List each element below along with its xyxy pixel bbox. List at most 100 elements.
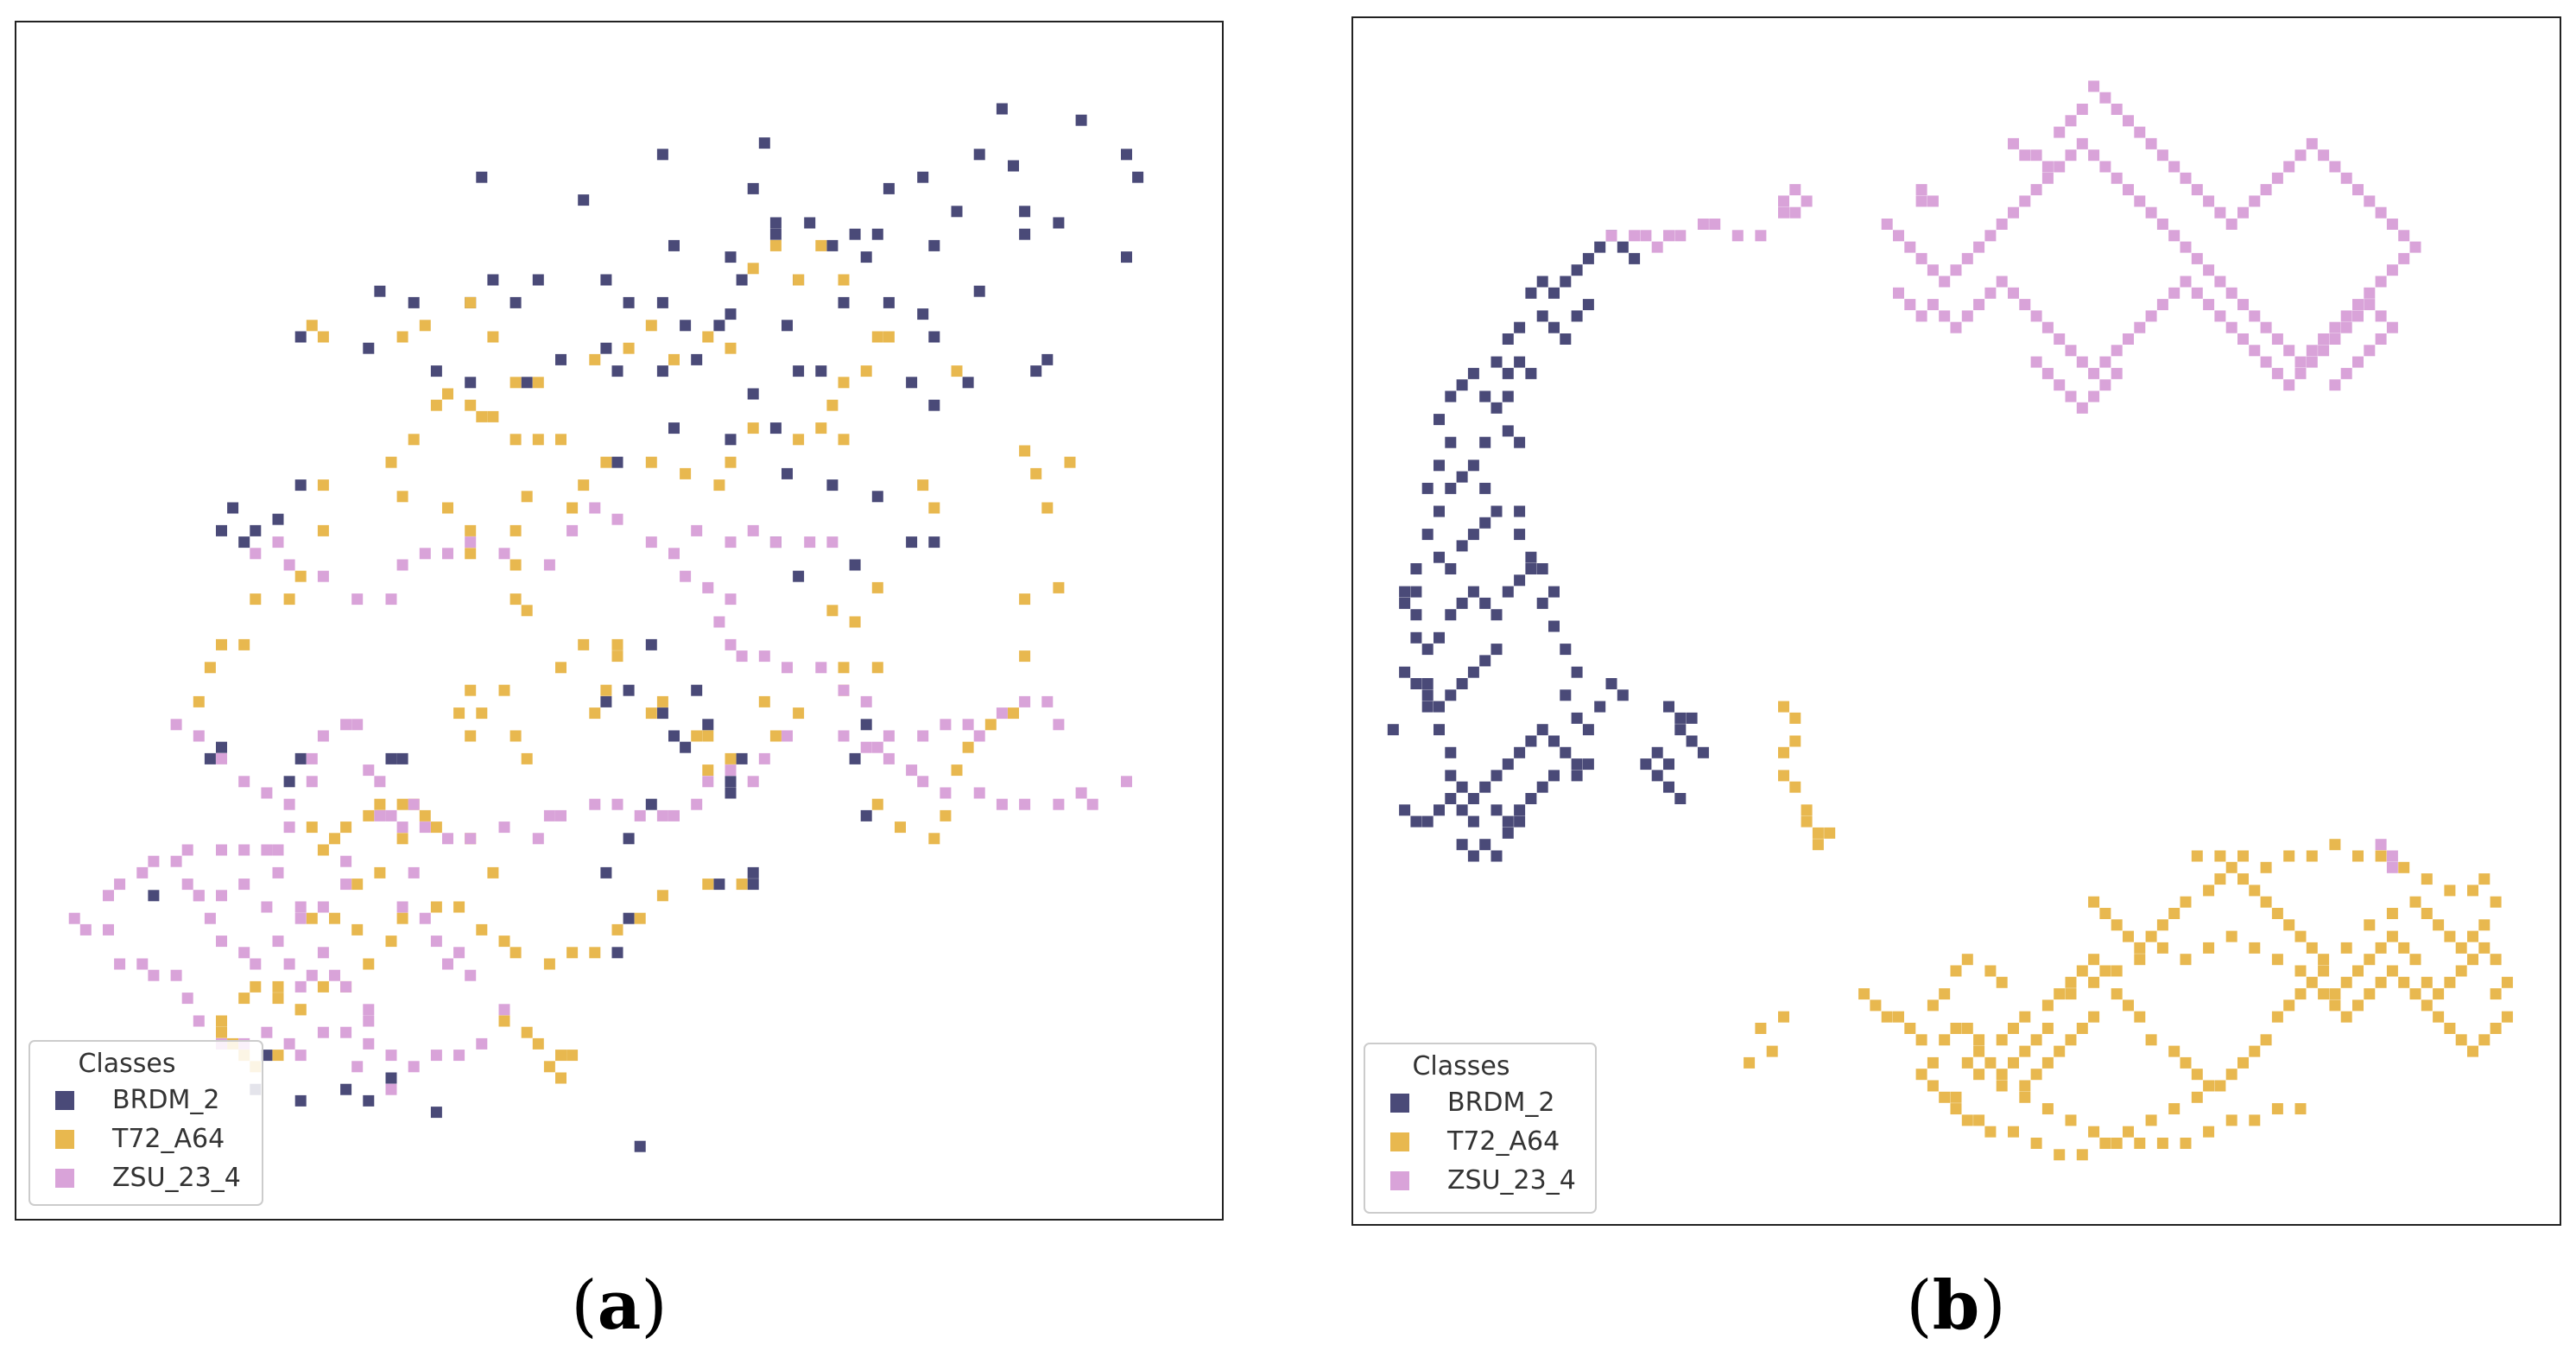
- point-a-zsu_23_4-80: [294, 901, 307, 913]
- point-a-zsu_23_4-124: [351, 719, 364, 731]
- point-a-t72_a64-89: [928, 502, 940, 514]
- point-b-brdm_2-91: [1491, 804, 1503, 816]
- point-a-brdm_2-101: [747, 878, 759, 891]
- legend-swatch-a-zsu_23_4: [55, 1169, 74, 1188]
- point-b-t72_a64-19: [2352, 850, 2364, 862]
- point-b-brdm_2-133: [1491, 850, 1503, 862]
- point-a-zsu_23_4-37: [917, 776, 929, 788]
- point-a-brdm_2-37: [725, 308, 737, 320]
- point-b-t72_a64-165: [2168, 908, 2180, 919]
- point-a-zsu_23_4-14: [611, 513, 623, 525]
- point-b-zsu_23_4-96: [1915, 252, 1927, 264]
- point-b-t72_a64-181: [1755, 1023, 1767, 1034]
- point-b-t72_a64-37: [2318, 954, 2330, 966]
- point-a-zsu_23_4-99: [136, 958, 149, 970]
- point-b-zsu_23_4-56: [2375, 276, 2387, 288]
- point-a-brdm_2-84: [645, 638, 657, 650]
- point-b-zsu_23_4-110: [2008, 287, 2019, 299]
- point-a-zsu_23_4-21: [804, 536, 816, 549]
- point-b-zsu_23_4-32: [2168, 161, 2180, 173]
- point-a-zsu_23_4-156: [238, 878, 250, 891]
- point-b-t72_a64-187: [1893, 1011, 1904, 1023]
- legend-label-b-t72_a64: T72_A64: [1446, 1126, 1560, 1157]
- point-b-zsu_23_4-124: [2168, 287, 2180, 299]
- point-b-zsu_23_4-60: [2329, 321, 2341, 333]
- point-a-zsu_23_4-85: [306, 969, 318, 981]
- point-a-brdm_2-64: [600, 342, 612, 354]
- point-b-brdm_2-46: [1410, 563, 1422, 574]
- point-b-brdm_2-54: [1445, 609, 1457, 621]
- point-b-zsu_23_4-9: [1755, 230, 1767, 242]
- point-b-brdm_2-124: [1663, 758, 1674, 771]
- point-b-t72_a64-95: [1927, 1080, 1939, 1092]
- point-a-zsu_23_4-91: [283, 1037, 295, 1050]
- point-a-brdm_2-82: [272, 513, 284, 525]
- point-a-t72_a64-48: [442, 502, 453, 514]
- point-b-zsu_23_4-150: [2041, 367, 2054, 379]
- point-b-brdm_2-17: [1514, 356, 1526, 368]
- point-b-brdm_2-51: [1410, 631, 1422, 644]
- point-a-zsu_23_4-79: [317, 901, 329, 913]
- point-b-t72_a64-160: [2249, 885, 2261, 897]
- panel-b: Classes BRDM_2 T72_A64 ZSU_23_4 (b): [1351, 16, 2561, 1345]
- point-a-t72_a64-26: [793, 434, 805, 446]
- point-a-t72_a64-120: [385, 936, 397, 948]
- point-b-brdm_2-101: [1410, 678, 1422, 689]
- point-a-brdm_2-26: [838, 296, 850, 308]
- point-a-brdm_2-1: [1075, 114, 1087, 126]
- point-b-t72_a64-61: [2111, 1138, 2123, 1149]
- point-b-brdm_2-107: [1548, 586, 1560, 598]
- point-a-brdm_2-36: [928, 331, 940, 343]
- point-b-zsu_23_4-23: [2065, 115, 2077, 127]
- point-a-brdm_2-50: [962, 377, 974, 389]
- point-a-t72_a64-106: [736, 878, 748, 891]
- point-a-t72_a64-8: [589, 353, 601, 365]
- point-b-t72_a64-116: [2271, 1011, 2283, 1023]
- point-a-t72_a64-125: [294, 1004, 307, 1016]
- point-b-t72_a64-189: [1915, 1034, 1927, 1046]
- point-a-brdm_2-53: [725, 434, 737, 446]
- point-b-zsu_23_4-46: [2329, 161, 2341, 173]
- point-b-t72_a64-127: [2398, 976, 2410, 988]
- point-b-zsu_23_4-149: [2030, 356, 2042, 368]
- point-b-brdm_2-126: [1640, 758, 1652, 771]
- point-a-t72_a64-154: [317, 844, 329, 856]
- point-b-t72_a64-29: [2455, 942, 2467, 954]
- point-b-brdm_2-49: [1399, 597, 1411, 609]
- point-a-t72_a64-113: [543, 958, 555, 970]
- point-a-t72_a64-94: [1041, 502, 1054, 514]
- point-a-t72_a64-31: [645, 456, 657, 468]
- point-b-t72_a64-48: [2065, 988, 2077, 1000]
- point-b-brdm_2-110: [1560, 644, 1572, 656]
- point-b-brdm_2-68: [1421, 689, 1434, 701]
- point-a-zsu_23_4-3: [317, 570, 329, 582]
- point-b-brdm_2-62: [1491, 644, 1503, 656]
- point-b-zsu_23_4-61: [2318, 333, 2330, 345]
- point-b-brdm_2-102: [1421, 701, 1434, 713]
- point-b-brdm_2-92: [1467, 815, 1479, 828]
- point-b-t72_a64-167: [2145, 930, 2157, 942]
- point-b-zsu_23_4-65: [2271, 333, 2283, 345]
- point-b-t72_a64-27: [2478, 919, 2491, 931]
- point-b-zsu_23_4-71: [2203, 264, 2215, 276]
- point-b-brdm_2-109: [1548, 620, 1560, 632]
- legend-box-b: [1364, 1043, 1597, 1214]
- point-b-t72_a64-60: [2088, 1126, 2100, 1138]
- points-b: [1387, 80, 2513, 1161]
- point-b-t72_a64-99: [1961, 1114, 1973, 1126]
- point-b-brdm_2-88: [1525, 793, 1537, 804]
- point-b-t72_a64-119: [2306, 976, 2318, 988]
- point-a-zsu_23_4-82: [272, 936, 284, 948]
- point-b-zsu_23_4-86: [2030, 184, 2042, 196]
- point-b-t72_a64-176: [2054, 1045, 2066, 1057]
- point-b-t72_a64-51: [2008, 1023, 2019, 1034]
- point-a-t72_a64-50: [465, 548, 477, 560]
- point-a-t72_a64-99: [984, 719, 997, 731]
- point-b-zsu_23_4-28: [2123, 115, 2134, 127]
- point-b-t72_a64-40: [2249, 942, 2261, 954]
- point-a-zsu_23_4-55: [860, 741, 872, 753]
- point-a-zsu_23_4-56: [838, 730, 850, 742]
- point-a-t72_a64-52: [317, 524, 329, 536]
- point-b-t72_a64-109: [2168, 1103, 2180, 1115]
- point-b-brdm_2-34: [1467, 529, 1479, 541]
